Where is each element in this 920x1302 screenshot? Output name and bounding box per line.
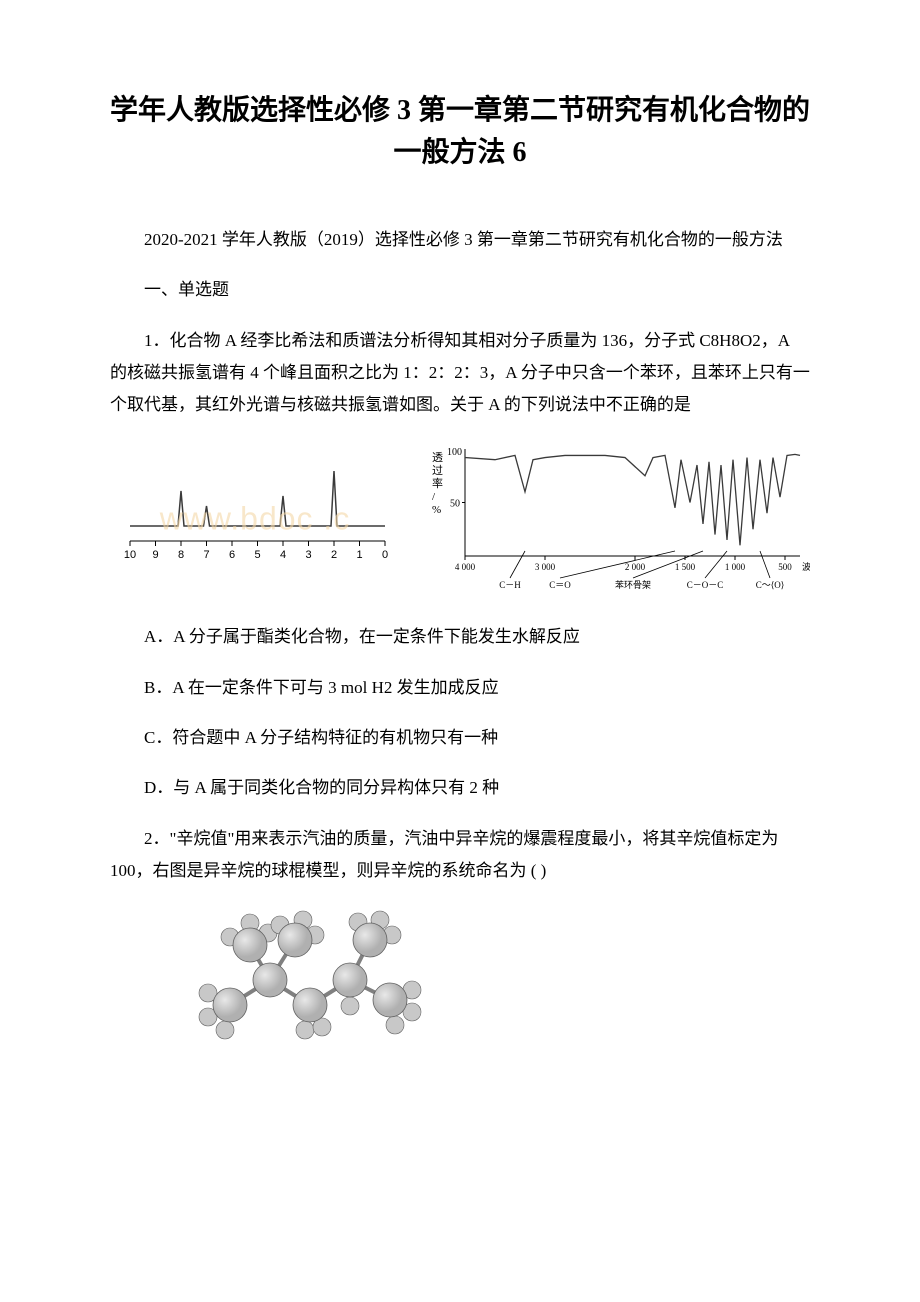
svg-text:2 000: 2 000: [625, 562, 646, 572]
svg-text:/: /: [432, 491, 436, 503]
svg-text:500: 500: [778, 562, 792, 572]
svg-text:10: 10: [124, 549, 136, 561]
question-2-text: 2．"辛烷值"用来表示汽油的质量，汽油中异辛烷的爆震程度最小，将其辛烷值标定为 …: [110, 823, 810, 888]
document-subtitle: 2020-2021 学年人教版（2019）选择性必修 3 第一章第二节研究有机化…: [110, 224, 810, 256]
svg-text:50: 50: [450, 499, 460, 510]
svg-text:100: 100: [447, 447, 462, 458]
svg-text:1 500: 1 500: [675, 562, 696, 572]
svg-text:5: 5: [254, 549, 260, 561]
svg-text:C～⟨O⟩: C～⟨O⟩: [756, 580, 785, 590]
molecule-figure: [170, 905, 810, 1090]
svg-text:率: 率: [432, 476, 443, 490]
svg-text:4: 4: [280, 549, 286, 561]
svg-text:4 000: 4 000: [455, 562, 476, 572]
svg-text:1 000: 1 000: [725, 562, 746, 572]
svg-text:8: 8: [178, 549, 184, 561]
question-1-text: 1．化合物 A 经李比希法和质谱法分析得知其相对分子质量为 136，分子式 C8…: [110, 325, 810, 422]
svg-text:3: 3: [305, 549, 311, 561]
svg-text:2: 2: [331, 549, 337, 561]
question-1-figures: 109876543210 www.bdoc .c 透过率/%100504 000…: [110, 441, 810, 596]
svg-text:9: 9: [152, 549, 158, 561]
svg-text:C＝O: C＝O: [549, 580, 571, 590]
svg-text:%: %: [432, 504, 441, 516]
document-title: 学年人教版选择性必修 3 第一章第二节研究有机化合物的一般方法 6: [110, 90, 810, 174]
nmr-chart: 109876543210: [110, 441, 400, 591]
molecule-model: [170, 905, 430, 1085]
svg-text:过: 过: [432, 464, 443, 477]
svg-text:7: 7: [203, 549, 209, 561]
svg-text:C－O－C: C－O－C: [687, 580, 724, 590]
svg-text:0: 0: [382, 549, 388, 561]
svg-text:1: 1: [356, 549, 362, 561]
ir-chart: 透过率/% 100 50 4 000 3 000 2 000 1 500 1 000 500 波数…: [420, 441, 810, 591]
svg-text:苯环骨架: 苯环骨架: [615, 579, 651, 590]
svg-text:波数/cm⁻¹: 波数/cm⁻¹: [802, 561, 810, 572]
section-header-1: 一、单选题: [110, 274, 810, 306]
question-1-option-a: A．A 分子属于酯类化合物，在一定条件下能发生水解反应: [110, 621, 810, 653]
nmr-spectrum-figure: 109876543210 www.bdoc .c: [110, 441, 400, 596]
svg-text:3 000: 3 000: [535, 562, 556, 572]
question-1-option-c: C．符合题中 A 分子结构特征的有机物只有一种: [110, 722, 810, 754]
ir-spectrum-figure: 透过率/% 100 50 4 000 3 000 2 000 1 500 1 000 500 波数…: [420, 441, 810, 596]
svg-text:6: 6: [229, 549, 235, 561]
svg-text:透: 透: [432, 451, 443, 464]
question-1-option-d: D．与 A 属于同类化合物的同分异构体只有 2 种: [110, 772, 810, 804]
svg-text:C－H: C－H: [499, 580, 521, 590]
question-1-option-b: B．A 在一定条件下可与 3 mol H2 发生加成反应: [110, 672, 810, 704]
